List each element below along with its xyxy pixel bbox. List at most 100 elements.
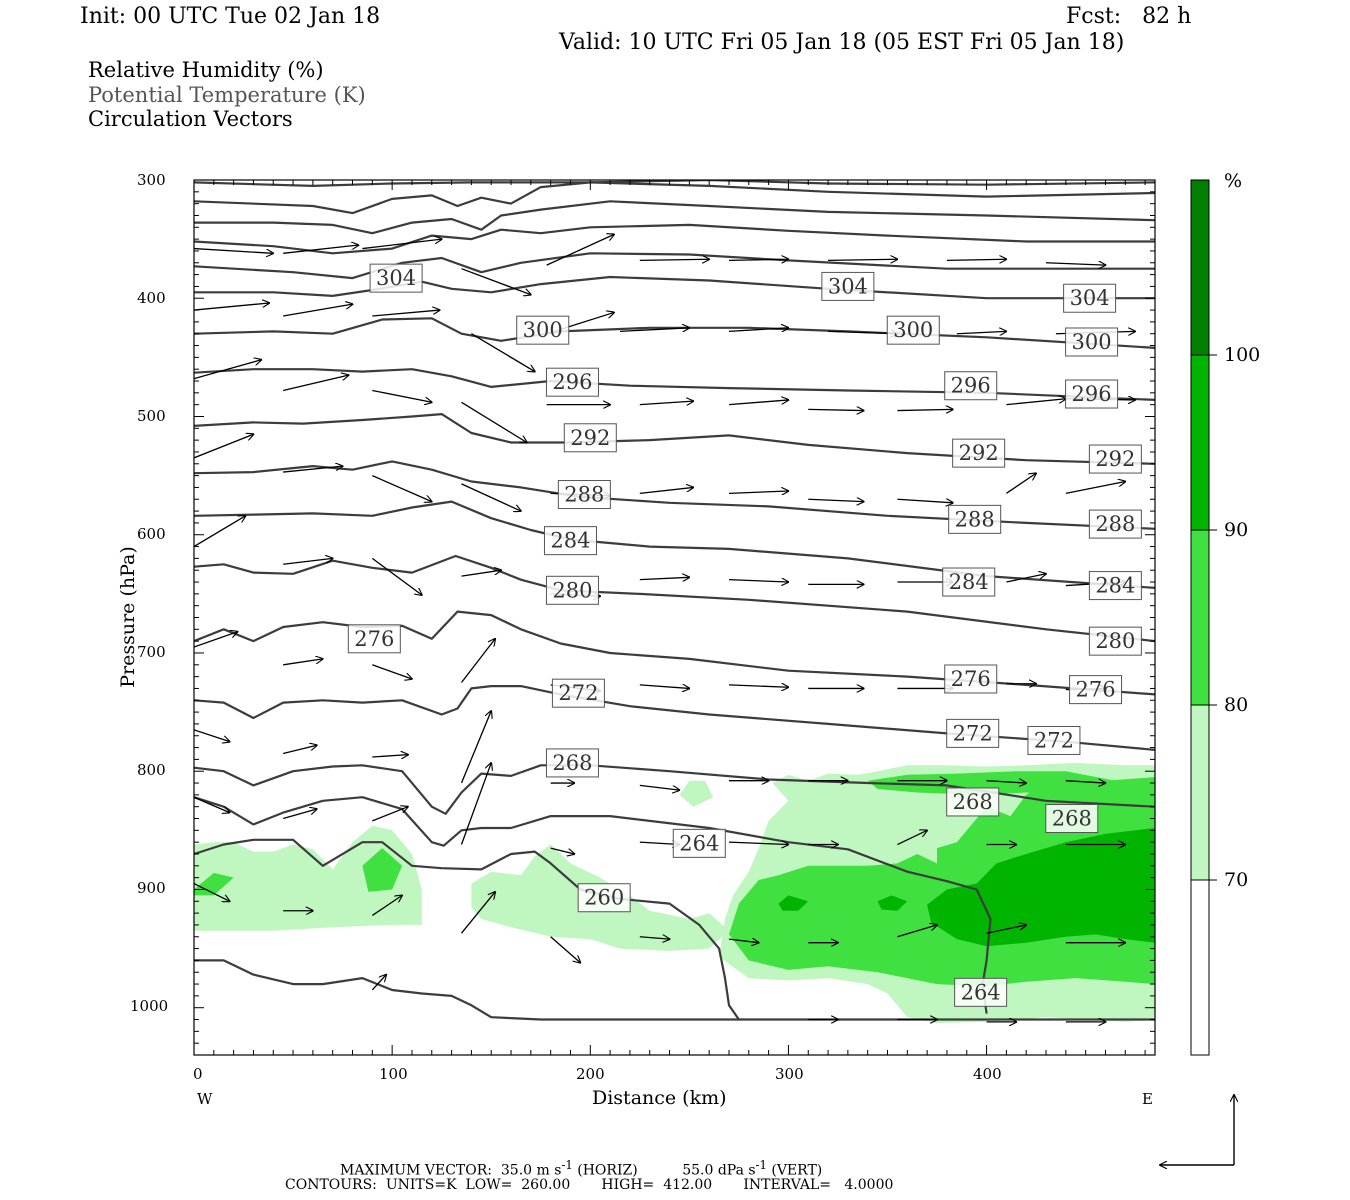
- theta-label-box: [1069, 675, 1123, 705]
- theta-contour-306: [194, 252, 1155, 280]
- vector-arrow: [808, 499, 863, 501]
- theta-label-box: [886, 315, 940, 345]
- rh-90-area: [927, 828, 1155, 947]
- theta-label-box: [577, 883, 631, 913]
- legend-theta: Potential Temperature (K): [88, 83, 366, 107]
- rh-shading: [194, 762, 1155, 1024]
- theta-label-text: 260: [584, 886, 624, 910]
- theta-label: 288: [557, 480, 611, 510]
- vector-arrow: [460, 711, 491, 784]
- theta-label-text: 300: [1072, 330, 1112, 354]
- y-tick-label: 800: [137, 761, 166, 779]
- rh-90-area: [778, 895, 809, 911]
- theta-label-box: [1065, 327, 1119, 357]
- theta-label-text: 284: [949, 570, 989, 594]
- vector-arrow: [728, 328, 788, 332]
- theta-label-text: 284: [1095, 574, 1135, 598]
- theta-label-text: 300: [893, 318, 933, 342]
- colorbar-segment: [1191, 530, 1209, 705]
- theta-contour-284: [194, 500, 1155, 589]
- vector-arrow: [639, 685, 690, 689]
- colorbar-segment: [1191, 355, 1209, 530]
- theta-label-text: 304: [828, 274, 868, 298]
- west-label: W: [197, 1090, 213, 1108]
- theta-label-box: [821, 271, 875, 301]
- rh-90-area: [877, 895, 908, 911]
- vector-arrow: [639, 577, 690, 579]
- theta-label: 296: [944, 371, 998, 401]
- vector-arrow: [461, 401, 526, 442]
- theta-label-box: [516, 315, 570, 345]
- vector-arrow: [372, 389, 431, 402]
- theta-contour-310: [194, 200, 1155, 235]
- theta-label: 264: [672, 828, 726, 858]
- theta-contour-296: [194, 368, 1155, 401]
- y-tick-label: 600: [137, 525, 166, 543]
- theta-contour-312: [194, 181, 1155, 215]
- vector-arrow: [194, 434, 253, 459]
- theta-labels: 304 304 304 300 300 300 296 296 296 292 292 292 288 2…: [347, 263, 1142, 1007]
- vector-arrow: [372, 475, 431, 502]
- theta-label: 276: [347, 624, 401, 654]
- theta-label-box: [946, 718, 1000, 748]
- theta-label-box: [946, 787, 1000, 817]
- theta-contour-308: [194, 223, 1155, 255]
- theta-label-text: 296: [1072, 382, 1112, 406]
- theta-label-text: 292: [1095, 447, 1135, 471]
- theta-label-box: [557, 480, 611, 510]
- theta-label-text: 292: [959, 441, 999, 465]
- theta-contour-272: [194, 685, 1155, 751]
- vector-arrow: [639, 259, 709, 260]
- theta-contour-276: [194, 610, 1155, 696]
- vector-arrow: [372, 310, 439, 317]
- vector-arrow: [461, 570, 501, 577]
- vector-arrow: [194, 882, 230, 902]
- vector-arrow: [639, 937, 670, 939]
- theta-label-box: [1027, 725, 1081, 755]
- theta-label-box: [369, 263, 423, 293]
- circulation-vectors: [194, 234, 1135, 1022]
- vector-arrow: [808, 409, 863, 410]
- vector-arrow: [550, 847, 575, 854]
- theta-label-box: [543, 526, 597, 556]
- theta-label-box: [1063, 283, 1117, 313]
- colorbar-segment: [1191, 180, 1209, 355]
- theta-label: 272: [946, 718, 1000, 748]
- y-tick-label: 900: [137, 879, 166, 897]
- theta-label-text: 288: [564, 483, 604, 507]
- x-axis-label: Distance (km): [592, 1087, 727, 1109]
- contour-info: CONTOURS: UNITS=K LOW= 260.00 HIGH= 412.…: [285, 1177, 894, 1193]
- theta-contour-300: [194, 317, 1155, 349]
- theta-label-box: [347, 624, 401, 654]
- theta-label-text: 304: [376, 266, 416, 290]
- vector-arrow: [283, 745, 317, 755]
- vector-arrow: [1045, 263, 1105, 265]
- vector-arrow: [728, 580, 788, 582]
- colorbar-level: 90: [1224, 519, 1249, 541]
- theta-contour-258: [194, 959, 1155, 1021]
- theta-contour-304: [194, 275, 1155, 300]
- vector-arrow: [619, 328, 689, 332]
- vector-arrow: [460, 763, 491, 845]
- theta-label: 260: [577, 883, 631, 913]
- colorbar-level: 70: [1224, 869, 1249, 891]
- theta-contour-260: [194, 838, 740, 1021]
- theta-contour-268: [194, 764, 1155, 815]
- theta-label-text: 268: [1052, 807, 1092, 831]
- reference-vector-icon: [1160, 1095, 1234, 1165]
- vector-arrow: [371, 557, 422, 595]
- vector-arrow: [897, 409, 952, 410]
- vector-arrow: [460, 892, 495, 934]
- vector-arrow: [362, 239, 441, 250]
- rh-80-area: [867, 771, 1126, 798]
- vector-arrow: [897, 499, 952, 503]
- rh-70-area: [194, 825, 422, 931]
- theta-label-box: [545, 575, 599, 605]
- theta-label: 280: [1088, 626, 1142, 656]
- vector-arrow: [728, 939, 759, 943]
- theta-label: 268: [545, 748, 599, 778]
- vector-arrow: [946, 259, 1006, 260]
- theta-label: 300: [886, 315, 940, 345]
- vector-arrow: [372, 755, 408, 757]
